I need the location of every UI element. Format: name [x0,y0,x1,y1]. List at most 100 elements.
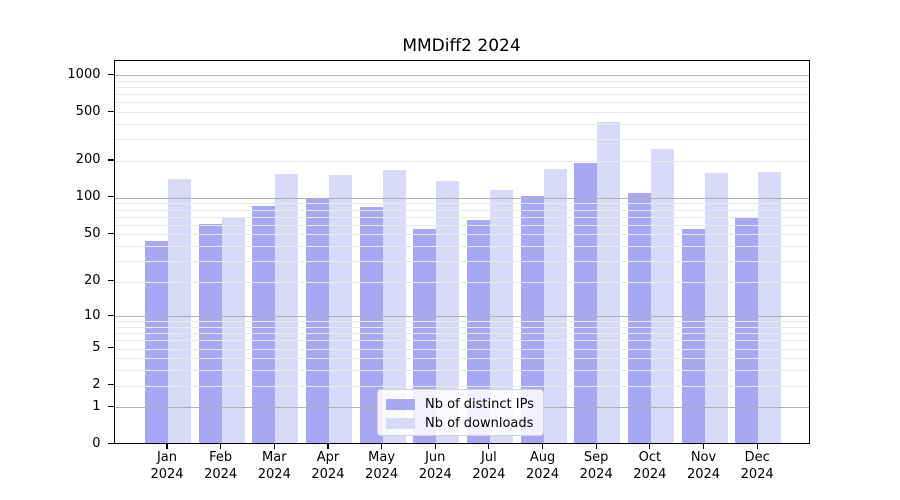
y-axis-tick-label-10: 10 [83,307,101,323]
y-axis-tick-label-1: 1 [92,398,101,414]
gridline-minor-400 [114,124,809,126]
bar-distinct-ips-apr-2024 [305,198,329,443]
x-axis-tick-10 [649,443,651,449]
bar-distinct-ips-dec-2024 [735,218,759,443]
y-axis-tick-1000 [107,73,114,75]
legend-swatch-distinct-ips-icon [386,399,415,410]
bar-distinct-ips-jul-2024 [466,219,490,443]
y-axis-tick-label-2: 2 [92,377,101,393]
gridline-minor-900 [114,80,809,82]
gridline-minor-2 [114,385,809,387]
x-axis-tick-2 [220,443,222,449]
x-axis-tick-label-aug-2024: Aug 2024 [526,450,560,482]
y-axis-tick-5 [107,347,114,349]
x-axis-tick-label-oct-2024: Oct 2024 [633,450,667,482]
x-axis-tick-label-mar-2024: Mar 2024 [257,450,291,482]
y-axis-tick-label-0: 0 [92,436,101,451]
y-axis-tick-label-200: 200 [75,152,101,168]
bar-distinct-ips-may-2024 [359,207,383,443]
x-axis-tick-label-may-2024: May 2024 [365,450,399,482]
bar-downloads-jan-2024 [168,179,191,443]
bar-downloads-mar-2024 [275,173,299,443]
x-axis-tick-1 [166,443,168,449]
legend-label-distinct-ips: Nb of distinct IPs [425,397,534,412]
gridline-minor-60 [114,224,809,226]
gridline-minor-30 [114,260,809,262]
gridline-minor-4 [114,358,809,360]
gridline-minor-80 [114,209,809,211]
gridline-minor-8 [114,327,809,329]
bar-downloads-nov-2024 [704,173,728,443]
bar-downloads-jul-2024 [489,189,513,443]
gridline-minor-5 [114,348,809,350]
x-axis-tick-label-jun-2024: Jun 2024 [418,450,452,482]
gridline-minor-700 [114,94,809,96]
y-axis-tick-200 [107,159,114,161]
chart-title: MMDiff2 2024 [402,36,521,56]
y-axis-tick-label-1000: 1000 [67,66,101,82]
gridline-minor-70 [114,216,809,218]
gridline-minor-600 [114,102,809,104]
gridline-major-10 [114,316,809,318]
x-axis-tick-label-nov-2024: Nov 2024 [686,450,721,482]
x-axis-tick-9 [595,443,597,449]
gridline-minor-800 [114,87,809,89]
gridline-minor-200 [114,160,809,162]
x-axis-tick-4 [327,443,329,449]
y-axis-tick-500 [107,110,114,112]
gridline-minor-90 [114,203,809,205]
bar-downloads-may-2024 [382,170,406,443]
gridline-minor-6 [114,340,809,342]
x-axis-tick-12 [756,443,758,449]
bar-distinct-ips-sep-2024 [574,162,598,443]
y-axis-tick-label-500: 500 [75,103,101,119]
y-axis-tick-50 [107,232,114,234]
legend: Nb of distinct IPs Nb of downloads [377,389,544,436]
legend-label-downloads: Nb of downloads [425,416,534,431]
x-axis-tick-8 [541,443,544,449]
legend-item-distinct-ips: Nb of distinct IPs [386,395,535,414]
gridline-major-100 [114,197,809,199]
y-axis-tick-0 [107,442,114,445]
bar-distinct-ips-jan-2024 [145,241,168,443]
bar-distinct-ips-aug-2024 [520,196,544,443]
y-axis-tick-1 [107,405,114,408]
x-axis-tick-label-feb-2024: Feb 2024 [204,450,238,482]
y-axis-tick-label-50: 50 [83,225,101,241]
gridline-minor-7 [114,333,809,335]
gridline-minor-40 [114,245,809,247]
bar-distinct-ips-mar-2024 [252,205,276,443]
x-axis-tick-5 [381,443,383,449]
gridline-minor-9 [114,321,809,323]
gridline-minor-500 [114,112,809,114]
gridline-major-1000 [114,75,809,77]
x-axis-tick-3 [273,443,275,449]
gridline-minor-20 [114,281,809,283]
gridline-minor-300 [114,139,809,141]
bar-downloads-aug-2024 [543,169,567,443]
y-axis-tick-100 [107,196,114,198]
bar-distinct-ips-oct-2024 [627,192,651,443]
x-axis-tick-label-sep-2024: Sep 2024 [579,450,613,482]
y-axis-tick-20 [107,280,114,282]
plot-area [113,60,810,444]
gridline-minor-50 [114,234,809,236]
bar-distinct-ips-feb-2024 [198,223,222,443]
bar-downloads-oct-2024 [650,149,674,443]
x-axis-tick-label-dec-2024: Dec 2024 [740,450,774,482]
x-axis-tick-6 [434,443,436,449]
y-axis-tick-2 [107,384,114,386]
bar-downloads-apr-2024 [328,175,352,443]
x-axis-tick-label-jan-2024: Jan 2024 [150,450,184,482]
bar-downloads-feb-2024 [221,217,245,443]
x-axis-tick-7 [488,443,490,449]
gridline-minor-3 [114,370,809,372]
legend-item-downloads: Nb of downloads [386,414,535,433]
y-axis-tick-label-5: 5 [92,340,101,356]
x-axis-tick-label-jul-2024: Jul 2024 [472,450,506,482]
bar-downloads-dec-2024 [758,172,782,443]
legend-swatch-downloads-icon [386,418,415,429]
x-axis-tick-11 [702,443,705,449]
y-axis-tick-label-100: 100 [75,189,101,205]
